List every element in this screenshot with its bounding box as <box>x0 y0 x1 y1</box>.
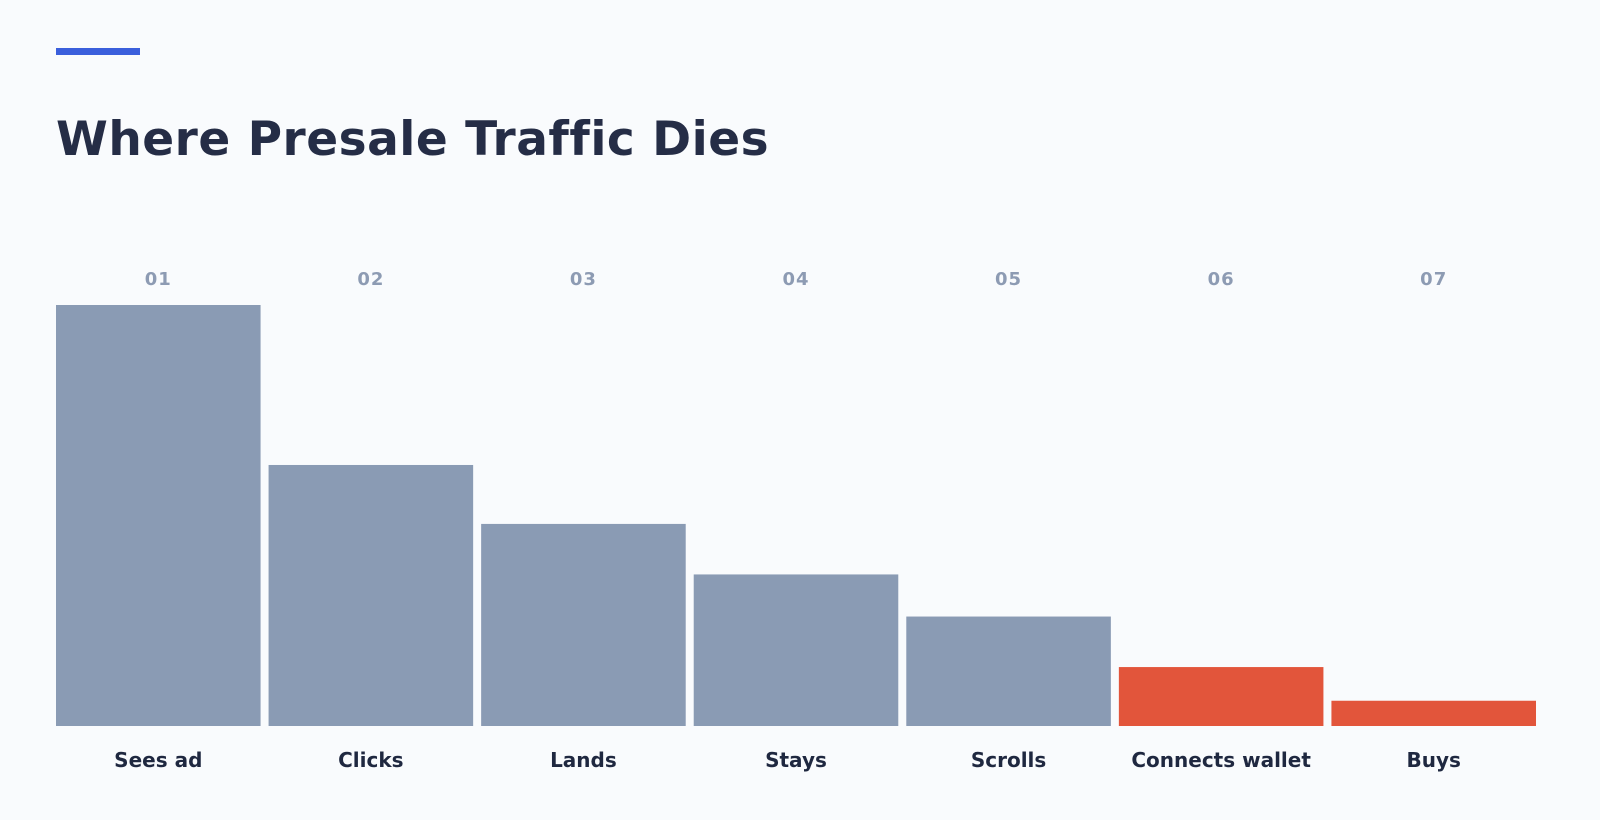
step-label-1: 01 <box>145 269 172 290</box>
category-label-7: Buys <box>1406 748 1460 772</box>
category-label-3: Lands <box>550 748 617 772</box>
bar-6 <box>1118 667 1324 726</box>
step-label-3: 03 <box>570 269 597 290</box>
bar-1 <box>56 305 261 726</box>
accent-bar <box>56 48 140 55</box>
bar-5 <box>906 616 1111 726</box>
bar-7 <box>1331 700 1536 726</box>
bar-4 <box>693 574 899 726</box>
step-labels-group: 01 02 03 04 05 06 07 <box>145 269 1447 290</box>
bars-group <box>56 305 1536 726</box>
category-label-4: Stays <box>765 748 827 772</box>
category-label-5: Scrolls <box>971 748 1046 772</box>
bar-2 <box>268 464 474 726</box>
category-label-6: Connects wallet <box>1131 748 1311 772</box>
step-label-7: 07 <box>1420 269 1447 290</box>
page-title: Where Presale Traffic Dies <box>56 112 770 167</box>
category-label-1: Sees ad <box>114 748 202 772</box>
bar-3 <box>481 523 686 726</box>
step-label-6: 06 <box>1208 269 1235 290</box>
category-label-2: Clicks <box>338 748 403 772</box>
step-label-2: 02 <box>357 269 384 290</box>
step-label-5: 05 <box>995 269 1022 290</box>
category-labels-group: Sees ad Clicks Lands Stays Scrolls Connects w… <box>114 748 1461 772</box>
step-label-4: 04 <box>782 269 809 290</box>
